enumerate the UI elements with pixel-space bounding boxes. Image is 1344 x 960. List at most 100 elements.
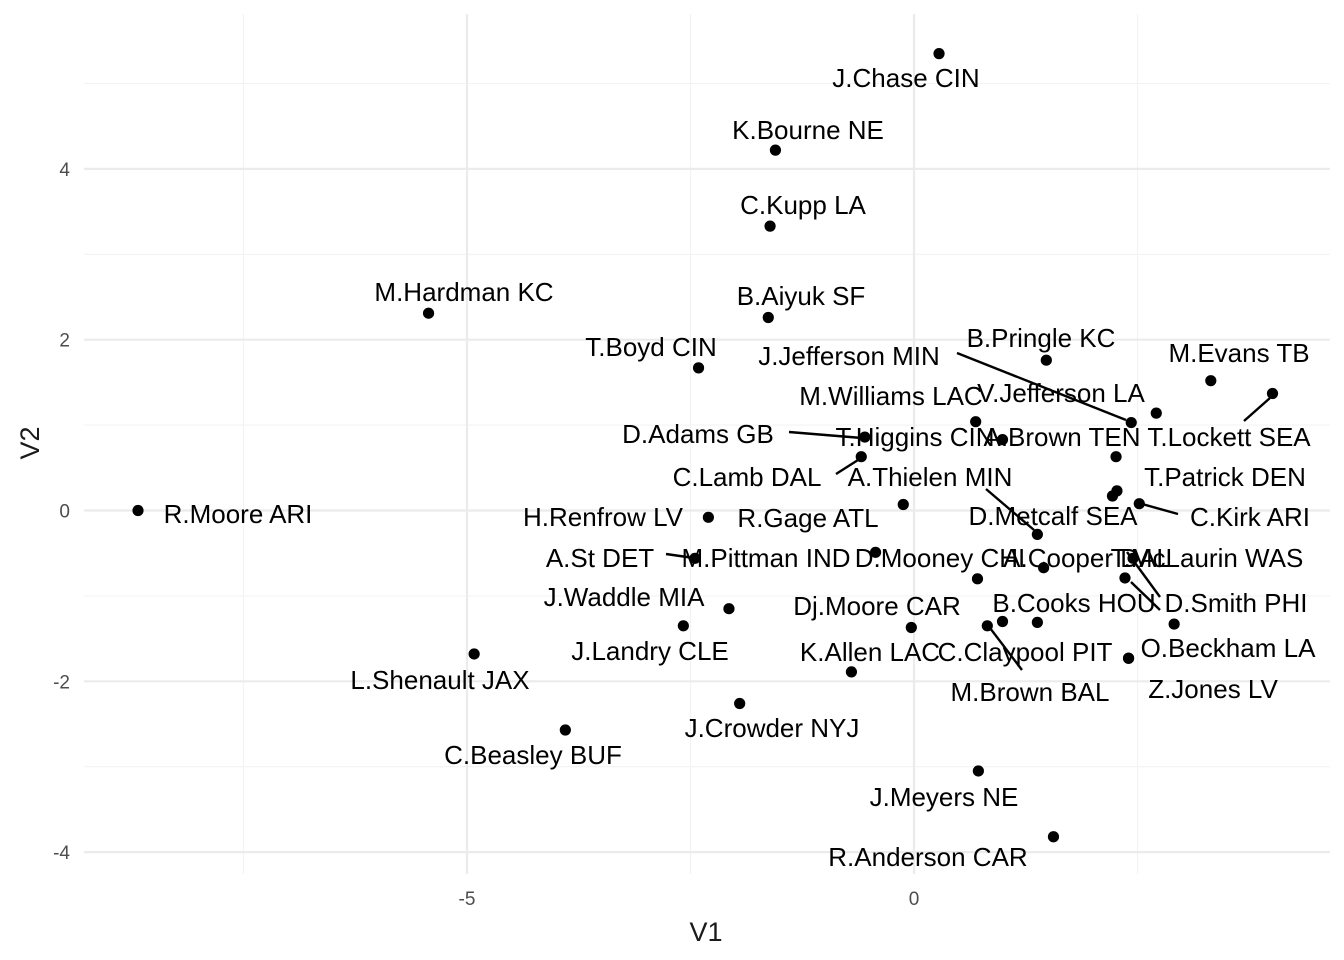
data-point <box>762 311 774 324</box>
point-label: B.Pringle KC <box>967 323 1116 353</box>
point-label: A.Cooper DAL <box>1003 543 1171 573</box>
data-point <box>1047 831 1060 843</box>
label-connector <box>1243 397 1271 422</box>
tick-labels: -5 0 -4 -2 0 2 4 <box>53 160 919 910</box>
point-label: J.Meyers NE <box>870 782 1019 812</box>
point-label: D.Adams GB <box>622 419 774 449</box>
data-point <box>971 573 984 585</box>
y-axis-title: V2 <box>15 426 45 459</box>
data-point <box>905 621 917 634</box>
point-label: T.McLaurin WAS <box>1111 543 1304 573</box>
data-point <box>132 504 144 517</box>
data-points <box>132 48 1279 843</box>
point-label: L.Shenault JAX <box>350 665 529 695</box>
point-labels: J.Chase CIN K.Bourne NE C.Kupp LA M.Hardman… <box>164 63 1316 872</box>
data-point <box>897 498 909 511</box>
point-label: A.St DET <box>546 543 654 573</box>
point-label: D.Smith PHI <box>1164 588 1307 618</box>
y-tick-label: 2 <box>59 331 70 352</box>
grid <box>84 14 1330 874</box>
data-point <box>689 552 701 564</box>
data-point <box>1031 616 1043 628</box>
data-point <box>981 620 993 632</box>
data-point <box>1266 387 1279 400</box>
data-point <box>692 362 705 374</box>
label-connector <box>835 458 859 476</box>
label-connector <box>956 351 1127 422</box>
point-label: M.Williams LAC <box>799 381 982 411</box>
point-label: K.Allen LAC <box>800 637 940 667</box>
data-point <box>1038 562 1050 574</box>
data-point <box>845 666 858 678</box>
point-label: C.Kupp LA <box>740 190 866 220</box>
data-point <box>1110 451 1122 463</box>
point-label: D.Mooney CHI <box>855 543 1026 573</box>
data-point <box>1127 552 1139 564</box>
data-point <box>1133 498 1145 510</box>
data-point <box>972 765 984 777</box>
point-label: M.Evans TB <box>1168 338 1309 368</box>
data-point <box>869 546 882 558</box>
point-label: J.Landry CLE <box>571 636 729 666</box>
point-label: C.Kirk ARI <box>1190 502 1310 532</box>
data-point <box>1122 652 1135 664</box>
point-label: J.Chase CIN <box>832 63 979 93</box>
y-tick-label: -4 <box>53 843 70 864</box>
data-point <box>1125 416 1137 429</box>
point-label: R.Moore ARI <box>164 499 313 529</box>
point-label: C.Lamb DAL <box>673 462 822 492</box>
data-point <box>1106 490 1119 502</box>
data-point <box>677 620 689 632</box>
data-point <box>970 416 982 428</box>
point-label: J.Waddle MIA <box>544 582 706 612</box>
point-label: O.Beckham LA <box>1141 633 1317 663</box>
point-label: T.Lockett SEA <box>1147 422 1311 452</box>
point-label: M.Hardman KC <box>374 277 553 307</box>
label-connector <box>1141 502 1179 516</box>
data-point <box>769 144 782 156</box>
data-point <box>734 697 746 710</box>
point-label: M.Brown BAL <box>951 677 1110 707</box>
point-label: D.Metcalf SEA <box>968 501 1138 531</box>
point-label: V.Jefferson LA <box>977 378 1145 408</box>
x-axis-title: V1 <box>689 917 722 947</box>
data-point <box>996 615 1009 628</box>
data-point <box>468 648 480 660</box>
point-label: H.Renfrow LV <box>523 502 684 532</box>
point-label: B.Aiyuk SF <box>737 281 866 311</box>
data-point <box>764 220 776 232</box>
data-point <box>1150 407 1162 419</box>
point-label: B.Cooks HOU <box>992 588 1155 618</box>
point-label: K.Bourne NE <box>732 115 884 145</box>
data-point <box>996 434 1009 446</box>
point-label: T.Patrick DEN <box>1144 462 1306 492</box>
point-label: A.Brown TEN <box>983 422 1140 452</box>
data-point <box>559 724 571 736</box>
label-connector <box>989 627 1023 671</box>
data-point <box>855 451 867 463</box>
label-connector <box>665 552 695 560</box>
x-tick-label: 0 <box>909 889 920 910</box>
label-connector <box>788 430 863 440</box>
data-point <box>1119 572 1131 584</box>
point-label: C.Claypool PIT <box>938 637 1113 667</box>
data-point <box>933 48 945 60</box>
point-label: C.Beasley BUF <box>444 740 622 770</box>
point-label: R.Gage ATL <box>737 503 878 533</box>
point-label: Dj.Moore CAR <box>793 591 961 621</box>
data-point <box>1040 354 1052 366</box>
data-point <box>1205 375 1217 387</box>
data-point <box>702 511 714 523</box>
data-point <box>859 431 871 443</box>
point-label: Z.Jones LV <box>1148 674 1278 704</box>
point-label: R.Anderson CAR <box>828 842 1027 872</box>
point-label: J.Jefferson MIN <box>758 341 940 371</box>
label-connector <box>1130 581 1161 611</box>
data-point <box>1168 618 1180 630</box>
label-segments <box>665 351 1271 671</box>
point-label: J.Crowder NYJ <box>685 713 860 743</box>
data-point <box>723 603 735 615</box>
x-tick-label: -5 <box>459 889 476 910</box>
